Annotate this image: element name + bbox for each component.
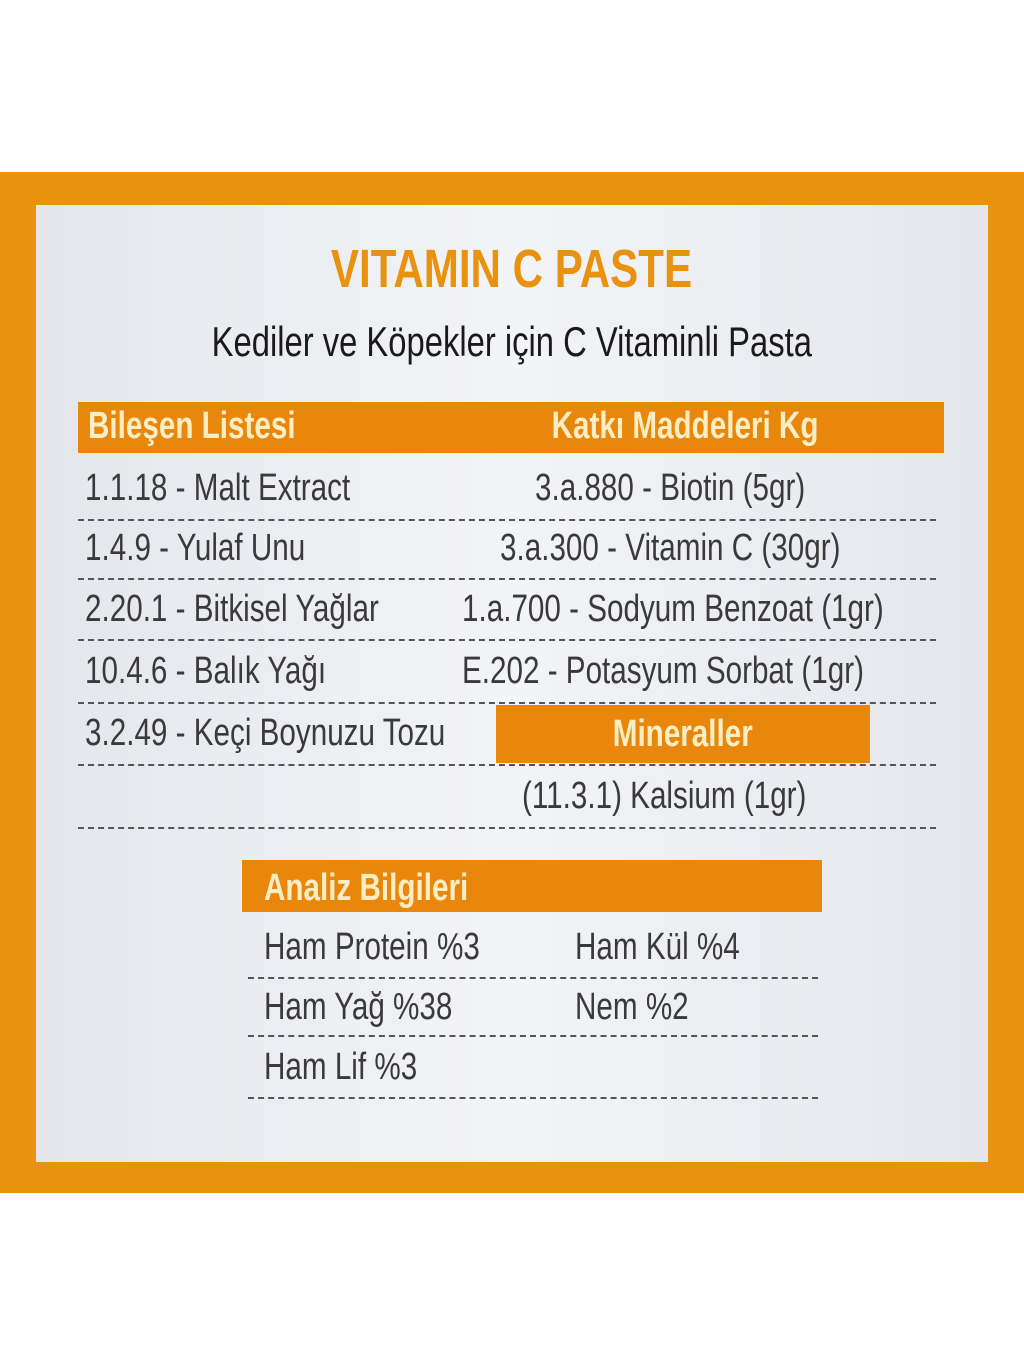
additive-item: E.202 - Potasyum Sorbat (1gr) (462, 650, 864, 692)
analysis-item: Ham Lif %3 (264, 1046, 418, 1088)
product-subtitle: Kediler ve Köpekler için C Vitaminli Pas… (211, 318, 813, 365)
label-panel (36, 205, 988, 1162)
additive-item: 3.a.300 - Vitamin C (30gr) (500, 527, 841, 569)
divider (78, 827, 936, 829)
ingredients-header-bar (78, 402, 944, 453)
additive-item: 1.a.700 - Sodyum Benzoat (1gr) (462, 588, 884, 630)
mineral-item: (11.3.1) Kalsium (1gr) (522, 775, 807, 817)
analysis-item: Nem %2 (575, 986, 689, 1028)
divider (78, 519, 936, 521)
divider (78, 639, 936, 641)
divider (78, 764, 936, 766)
ingredient-item: 10.4.6 - Balık Yağı (85, 650, 327, 692)
product-title: VITAMIN C PASTE (331, 239, 693, 299)
divider (78, 578, 936, 580)
ingredient-item: 1.4.9 - Yulaf Unu (85, 527, 306, 569)
analysis-item: Ham Kül %4 (575, 926, 740, 968)
analysis-item: Ham Yağ %38 (264, 986, 453, 1028)
analysis-item: Ham Protein %3 (264, 926, 480, 968)
ingredient-item: 3.2.49 - Keçi Boynuzu Tozu (85, 712, 446, 754)
divider (248, 1035, 818, 1037)
divider (248, 1097, 818, 1099)
ingredients-header: Bileşen Listesi (88, 405, 296, 447)
ingredient-item: 1.1.18 - Malt Extract (85, 467, 351, 509)
analysis-header: Analiz Bilgileri (242, 860, 822, 912)
minerals-header: Mineraller (496, 705, 870, 763)
divider (248, 977, 818, 979)
additive-item: 3.a.880 - Biotin (5gr) (535, 467, 806, 509)
ingredient-item: 2.20.1 - Bitkisel Yağlar (85, 588, 379, 630)
additives-header: Katkı Maddeleri Kg (551, 405, 819, 447)
divider (78, 702, 936, 704)
